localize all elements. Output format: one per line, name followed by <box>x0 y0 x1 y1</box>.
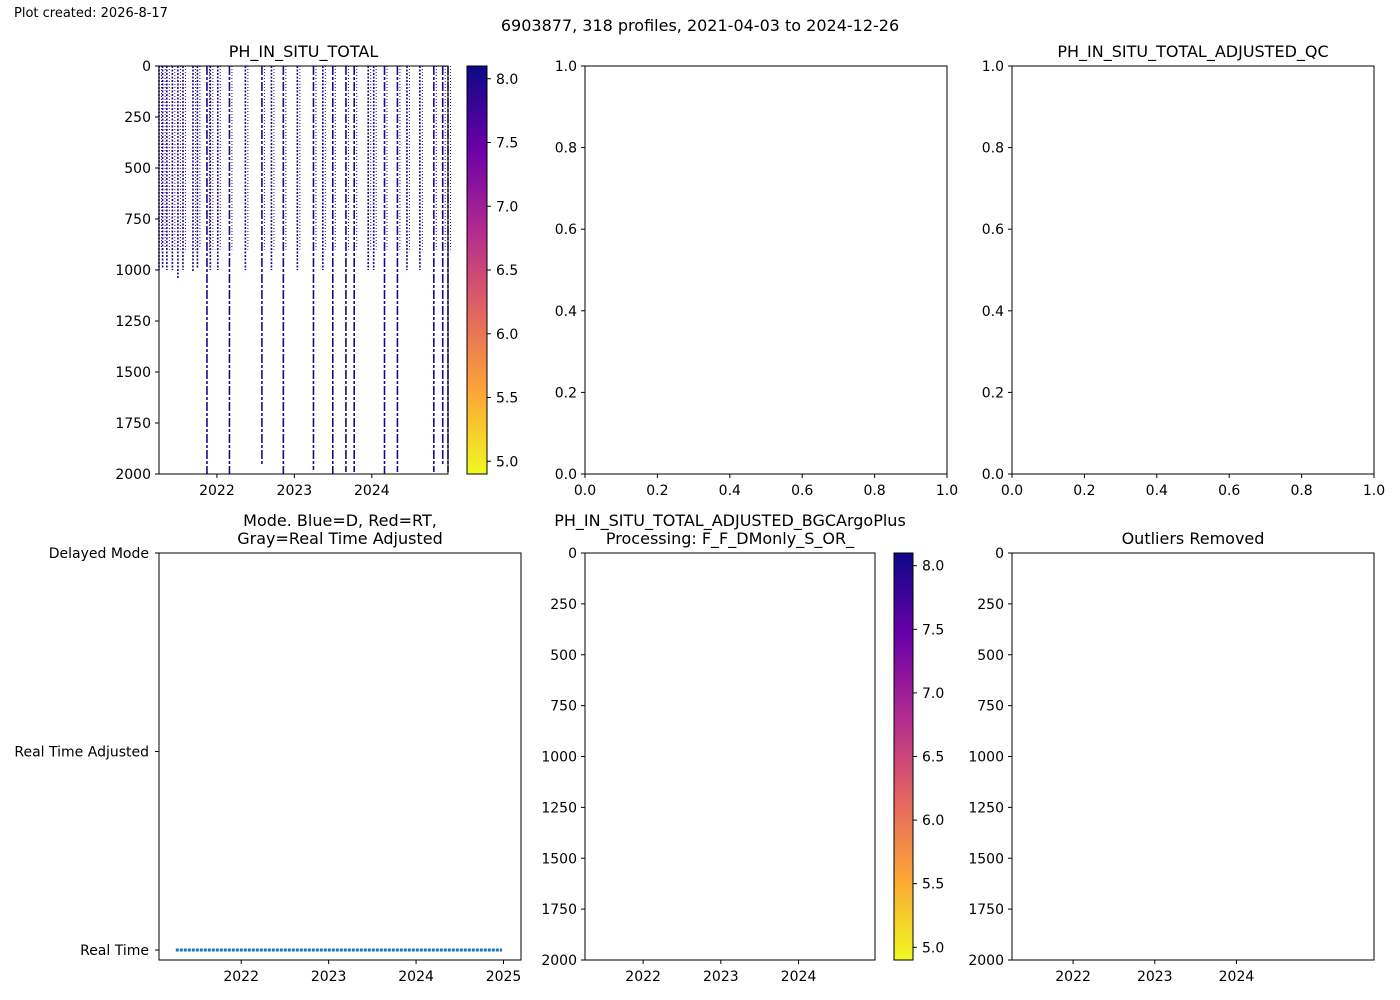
outliers-xtick-label: 2022 <box>1055 969 1091 985</box>
bgc-ytick-label: 1000 <box>541 750 577 766</box>
ph-axes-frame <box>158 65 449 475</box>
outliers-ytick-label: 1000 <box>968 750 1004 766</box>
bgc-ytick-label: 1500 <box>541 851 577 867</box>
ph-ytick-label: 1500 <box>115 365 151 381</box>
top-middle-ytick-label: 0.8 <box>555 141 577 157</box>
outliers-ytick-label: 500 <box>977 648 1004 664</box>
top-middle-xtick-label: 1.0 <box>936 483 958 499</box>
outliers-title: Outliers Removed <box>1122 529 1265 548</box>
ph-ytick-label: 1250 <box>115 314 151 330</box>
qc-title: PH_IN_SITU_TOTAL_ADJUSTED_QC <box>1057 42 1328 62</box>
ph-colorbar-label: 5.5 <box>496 391 518 407</box>
top-middle-ytick-label: 0.6 <box>555 222 577 238</box>
bgc-ytick-label: 1750 <box>541 902 577 918</box>
top-middle-ytick-label: 0.4 <box>555 304 577 320</box>
ph-xtick-label: 2024 <box>354 483 390 499</box>
mode-ytick-label: Delayed Mode <box>49 546 149 562</box>
outliers-xtick-label: 2024 <box>1219 969 1255 985</box>
top-middle-ytick-label: 0.2 <box>555 385 577 401</box>
outliers-xtick-label: 2023 <box>1137 969 1173 985</box>
outliers-ytick-label: 2000 <box>968 953 1004 969</box>
ph-xtick-label: 2023 <box>277 483 313 499</box>
outliers-ytick-label: 750 <box>977 699 1004 715</box>
qc-axes-frame <box>1011 65 1375 475</box>
mode-title: Mode. Blue=D, Red=RT, <box>243 511 437 530</box>
qc-xtick-label: 0.6 <box>1218 483 1240 499</box>
qc-ytick-label: 0.6 <box>982 222 1004 238</box>
mode-xtick-label: 2022 <box>223 969 259 985</box>
bgc-colorbar-label: 6.5 <box>922 750 944 766</box>
bgc-subtitle: Processing: F_F_DMonly_S_OR_ <box>606 529 855 549</box>
mode-subtitle: Gray=Real Time Adjusted <box>237 529 443 548</box>
qc-xtick-label: 0.4 <box>1146 483 1168 499</box>
top-middle-xtick-label: 0.6 <box>791 483 813 499</box>
top-middle-ytick-label: 1.0 <box>555 59 577 75</box>
bgc-ytick-label: 250 <box>550 597 577 613</box>
bgc-ytick-label: 750 <box>550 699 577 715</box>
ph-colorbar-label: 5.0 <box>496 454 518 470</box>
bgc-ytick-label: 0 <box>568 546 577 562</box>
qc-xtick-label: 1.0 <box>1363 483 1385 499</box>
bgc-colorbar-label: 5.5 <box>922 877 944 893</box>
bgc-colorbar-label: 5.0 <box>922 940 944 956</box>
mode-axes-frame <box>158 552 522 961</box>
ph-xtick-label: 2022 <box>199 483 235 499</box>
bgc-colorbar <box>893 552 914 961</box>
ph-colorbar-label: 8.0 <box>496 72 518 88</box>
mode-xtick-label: 2025 <box>486 969 522 985</box>
qc-ytick-label: 0.4 <box>982 304 1004 320</box>
qc-ytick-label: 0.2 <box>982 385 1004 401</box>
ph-ytick-label: 750 <box>124 212 151 228</box>
bgc-xtick-label: 2024 <box>781 969 817 985</box>
figure-title: 6903877, 318 profiles, 2021-04-03 to 202… <box>500 16 900 35</box>
top-middle-xtick-label: 0.8 <box>863 483 885 499</box>
ph-ytick-label: 500 <box>124 161 151 177</box>
top-middle-ytick-label: 0.0 <box>555 467 577 483</box>
qc-xtick-label: 0.2 <box>1073 483 1095 499</box>
outliers-axes-frame <box>1011 552 1375 961</box>
mode-ytick-label: Real Time Adjusted <box>14 745 149 761</box>
top-middle-xtick-label: 0.2 <box>646 483 668 499</box>
outliers-ytick-label: 1500 <box>968 851 1004 867</box>
ph-ytick-label: 1000 <box>115 263 151 279</box>
top-middle-axes-frame <box>584 65 948 475</box>
qc-ytick-label: 0.0 <box>982 467 1004 483</box>
ph-colorbar <box>466 65 488 475</box>
ph-ytick-label: 250 <box>124 110 151 126</box>
outliers-ytick-label: 1750 <box>968 902 1004 918</box>
bgc-colorbar-label: 8.0 <box>922 559 944 575</box>
ph-colorbar-label: 7.0 <box>496 199 518 215</box>
bgc-colorbar-label: 6.0 <box>922 813 944 829</box>
ph-colorbar-label: 6.0 <box>496 327 518 343</box>
bgc-xtick-label: 2023 <box>703 969 739 985</box>
bgc-axes-frame <box>584 552 876 961</box>
bgc-ytick-label: 500 <box>550 648 577 664</box>
outliers-ytick-label: 1250 <box>968 800 1004 816</box>
ph-ytick-label: 1750 <box>115 416 151 432</box>
outliers-ytick-label: 0 <box>995 546 1004 562</box>
mode-xtick-label: 2024 <box>398 969 434 985</box>
ph-colorbar-label: 7.5 <box>496 136 518 152</box>
plot-created-label: Plot created: 2026-8-17 <box>14 6 168 21</box>
qc-ytick-label: 1.0 <box>982 59 1004 75</box>
mode-xtick-label: 2023 <box>311 969 347 985</box>
bgc-ytick-label: 2000 <box>541 953 577 969</box>
top-middle-xtick-label: 0.0 <box>574 483 596 499</box>
ph-ytick-label: 0 <box>142 59 151 75</box>
bgc-title: PH_IN_SITU_TOTAL_ADJUSTED_BGCArgoPlus <box>554 511 906 531</box>
ph-ytick-label: 2000 <box>115 467 151 483</box>
bgc-xtick-label: 2022 <box>625 969 661 985</box>
qc-xtick-label: 0.8 <box>1290 483 1312 499</box>
ph-colorbar-label: 6.5 <box>496 263 518 279</box>
qc-xtick-label: 0.0 <box>1001 483 1023 499</box>
ph-title: PH_IN_SITU_TOTAL <box>229 42 379 62</box>
bgc-ytick-label: 1250 <box>541 800 577 816</box>
outliers-ytick-label: 250 <box>977 597 1004 613</box>
qc-ytick-label: 0.8 <box>982 141 1004 157</box>
top-middle-xtick-label: 0.4 <box>719 483 741 499</box>
bgc-colorbar-label: 7.0 <box>922 686 944 702</box>
bgc-colorbar-label: 7.5 <box>922 622 944 638</box>
mode-ytick-label: Real Time <box>80 943 149 959</box>
